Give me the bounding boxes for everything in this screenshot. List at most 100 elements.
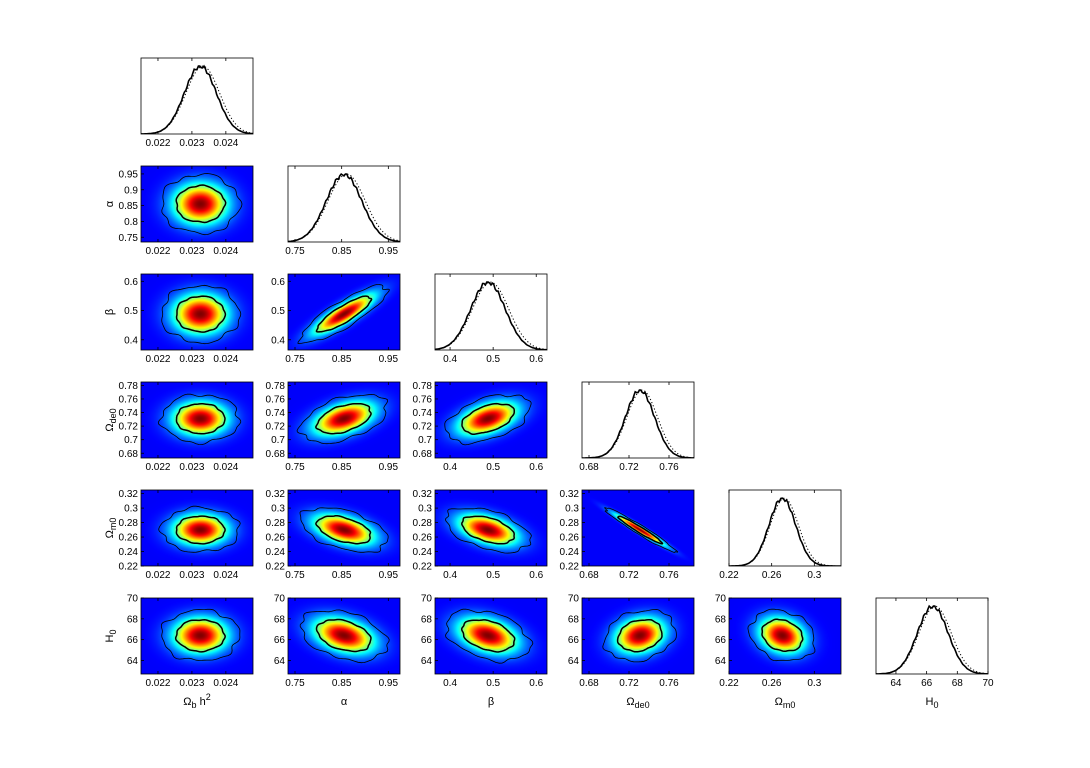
y-tick-label: 0.72 (266, 422, 286, 433)
panel-H0-omega_m0: 0.22 0.26 0.3 64 66 68 70 Ωm0 (715, 594, 842, 710)
y-tick-label: 64 (127, 656, 139, 667)
density-heatmap (435, 598, 547, 674)
y-tick-label: 0.76 (266, 394, 286, 405)
contour-95 (299, 507, 389, 553)
panel-frame (581, 489, 695, 567)
x-tick-label: 0.5 (486, 462, 500, 473)
y-tick-label: 0.6 (124, 277, 138, 288)
x-tick-label: 0.75 (285, 570, 305, 581)
y-tick-label: 0.26 (119, 533, 139, 544)
contour-68 (315, 295, 373, 333)
y-tick-label: 64 (715, 656, 727, 667)
panel-frame (434, 273, 548, 351)
x-tick-label: 0.4 (443, 678, 457, 689)
density-heatmap (288, 382, 400, 458)
y-tick-label: 0.68 (266, 449, 286, 460)
y-tick-label: 64 (274, 656, 286, 667)
y-tick-label: 0.68 (119, 449, 139, 460)
y-tick-label: 0.3 (418, 504, 432, 515)
x-tick-label: 0.72 (619, 570, 639, 581)
y-tick-label: 0.28 (119, 518, 139, 529)
y-tick-label: 0.28 (266, 518, 286, 529)
density-heatmap (729, 598, 841, 674)
contour-95 (747, 608, 816, 662)
y-tick-label: 0.32 (413, 489, 433, 500)
y-tick-label: 0.22 (560, 562, 580, 573)
panel-H0-omega_b_h2: 0.022 0.023 0.024 64 66 68 70 H0 Ωb h2 (104, 594, 254, 710)
x-tick-label: 0.76 (659, 678, 679, 689)
x-tick-label: 0.022 (145, 570, 170, 581)
y-tick-label: 0.22 (266, 562, 286, 573)
x-tick-label: 0.024 (213, 678, 238, 689)
y-tick-label: 0.68 (413, 449, 433, 460)
panel-omega_m0-omega_de0: 0.68 0.72 0.76 0.22 0.24 0.26 0.28 0.3 0.32 (560, 489, 695, 581)
panel-frame (728, 489, 842, 567)
contour-95 (604, 507, 679, 553)
x-tick-label: 0.26 (762, 678, 782, 689)
panel-frame (140, 57, 254, 135)
x-tick-label: 0.95 (379, 570, 399, 581)
x-tick-label: 0.023 (179, 462, 204, 473)
panel-omega_b_h2-omega_b_h2: 0.022 0.023 0.024 (140, 57, 254, 149)
y-tick-label: 0.78 (119, 381, 139, 392)
contour-68 (315, 618, 372, 653)
x-tick-label: 0.95 (379, 678, 399, 689)
panel-beta-alpha: 0.75 0.85 0.95 0.4 0.5 0.6 (271, 273, 401, 365)
panel-frame (287, 273, 401, 351)
panel-frame (581, 381, 695, 459)
x-tick-label: 70 (982, 678, 994, 689)
x-tick-label: 0.5 (486, 354, 500, 365)
panel-omega_m0-omega_m0: 0.22 0.26 0.3 (719, 489, 842, 581)
x-tick-label: 0.4 (443, 354, 457, 365)
panel-frame (434, 597, 548, 675)
marginal-posterior-curve (876, 604, 988, 674)
y-tick-label: 0.4 (271, 335, 285, 346)
panel-frame (140, 165, 254, 243)
y-tick-label: 70 (715, 594, 727, 605)
y-tick-label: 0.9 (124, 185, 138, 196)
y-tick-label: 0.4 (124, 335, 138, 346)
contour-95 (161, 173, 243, 236)
y-tick-label: 0.32 (560, 489, 580, 500)
panel-beta-beta: 0.4 0.5 0.6 (434, 273, 548, 365)
x-tick-label: 0.4 (443, 462, 457, 473)
y-axis-label-H0: H0 (104, 630, 118, 643)
y-tick-label: 0.95 (119, 169, 139, 180)
y-tick-label: 70 (127, 594, 139, 605)
panel-frame (287, 489, 401, 567)
contour-95 (444, 507, 532, 554)
y-axis-label-omega_m0: Ωm0 (104, 518, 118, 539)
x-tick-label: 0.024 (213, 462, 238, 473)
panel-H0-omega_de0: 0.68 0.72 0.76 64 66 68 70 Ωde0 (568, 594, 695, 710)
marginal-posterior-curve (582, 389, 694, 458)
x-axis-label-H0: H0 (926, 696, 939, 710)
marginal-background (876, 598, 988, 674)
y-tick-label: 0.74 (119, 408, 139, 419)
marginal-posterior-curve (435, 281, 547, 350)
y-tick-label: 0.24 (119, 547, 139, 558)
contour-68 (174, 619, 226, 653)
x-tick-label: 0.85 (332, 462, 352, 473)
y-tick-label: 0.74 (413, 408, 433, 419)
panel-H0-alpha: 0.75 0.85 0.95 64 66 68 70 α (274, 594, 401, 708)
x-tick-label: 0.75 (285, 462, 305, 473)
panel-alpha-alpha: 0.75 0.85 0.95 (285, 165, 401, 257)
y-tick-label: 0.85 (119, 201, 139, 212)
x-tick-label: 0.85 (332, 246, 352, 257)
x-tick-label: 0.022 (145, 354, 170, 365)
panel-frame (287, 597, 401, 675)
contour-95 (158, 505, 241, 553)
x-tick-label: 0.95 (379, 246, 399, 257)
x-tick-label: 66 (921, 678, 933, 689)
panel-omega_m0-omega_b_h2: 0.022 0.023 0.024 0.22 0.24 0.26 0.28 0.3 0.32 Ωm… (104, 489, 254, 581)
x-tick-label: 0.85 (332, 678, 352, 689)
x-tick-label: 0.023 (179, 570, 204, 581)
y-tick-label: 0.76 (119, 394, 139, 405)
density-heatmap (288, 598, 400, 674)
x-tick-label: 0.95 (379, 462, 399, 473)
y-tick-label: 0.5 (124, 306, 138, 317)
y-tick-label: 0.6 (271, 277, 285, 288)
contour-68 (617, 515, 664, 545)
panel-beta-omega_b_h2: 0.022 0.023 0.024 0.4 0.5 0.6 β (104, 273, 254, 365)
